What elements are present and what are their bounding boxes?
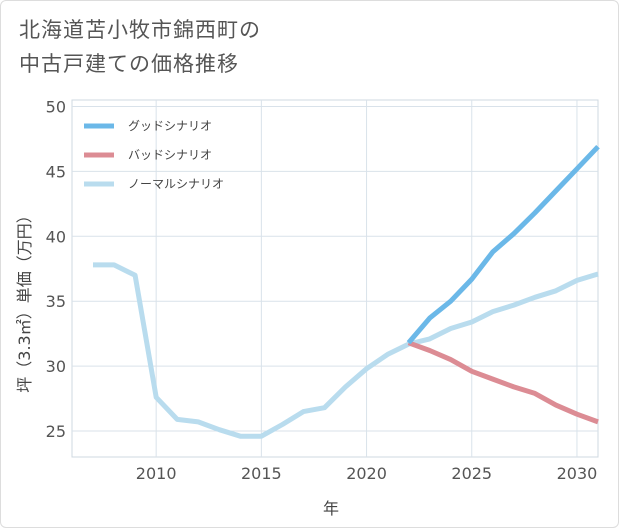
legend-label-2: ノーマルシナリオ	[128, 177, 224, 191]
y-tick-label: 50	[46, 97, 66, 116]
x-tick-label: 2025	[451, 464, 492, 483]
chart-title: 北海道苫小牧市錦西町の 中古戸建ての価格推移	[19, 13, 261, 81]
x-tick-label: 2010	[136, 464, 177, 483]
y-tick-label: 25	[46, 422, 66, 441]
grid-y	[72, 105, 598, 432]
grid-x	[155, 100, 578, 457]
x-tick-label: 2020	[346, 464, 387, 483]
y-tick-label: 45	[46, 162, 66, 181]
y-axis-label: 坪（3.3㎡）単価（万円）	[15, 207, 34, 392]
chart-title-line-2: 中古戸建ての価格推移	[19, 52, 239, 76]
series-layer	[93, 144, 600, 439]
series-line-2	[93, 262, 599, 439]
chart-title-line-1: 北海道苫小牧市錦西町の	[19, 18, 261, 42]
series-line-0	[406, 144, 600, 345]
y-tick-label: 30	[46, 357, 66, 376]
y-tick-labels: 25 30 35 40 45 50	[46, 97, 66, 441]
legend-label-1: バッドシナリオ	[128, 148, 212, 162]
x-axis-label: 年	[323, 499, 339, 518]
x-tick-labels: 2010 2015 2020 2025 2030	[136, 464, 598, 483]
plot-area-frame	[71, 99, 599, 458]
x-tick-label: 2015	[241, 464, 282, 483]
y-tick-label: 35	[46, 292, 66, 311]
series-line-1	[407, 340, 599, 425]
x-tick-label: 2030	[557, 464, 598, 483]
legend-label-0: グッドシナリオ	[128, 119, 212, 133]
y-tick-label: 40	[46, 227, 66, 246]
